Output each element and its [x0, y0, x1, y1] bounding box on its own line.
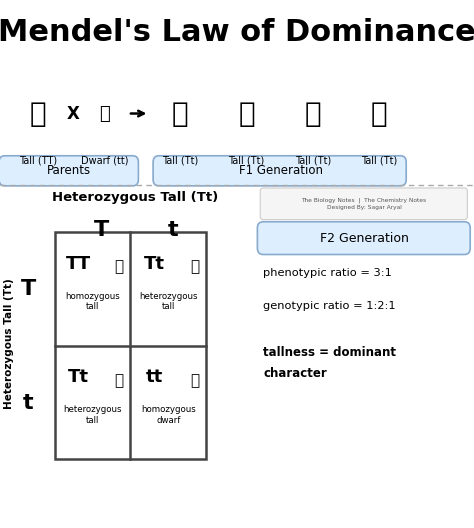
- Text: dwarf: dwarf: [156, 416, 181, 425]
- Text: 🌱: 🌱: [304, 99, 321, 128]
- Text: TT: TT: [65, 254, 91, 273]
- Text: genotypic ratio = 1:2:1: genotypic ratio = 1:2:1: [263, 301, 396, 311]
- Text: 🌱: 🌱: [172, 99, 189, 128]
- Text: tall: tall: [86, 416, 99, 425]
- Text: F1 Generation: F1 Generation: [238, 164, 323, 177]
- Text: tall: tall: [86, 302, 99, 312]
- Text: Dwarf (tt): Dwarf (tt): [81, 156, 128, 166]
- Text: heterozygous: heterozygous: [63, 406, 122, 414]
- Text: t: t: [23, 393, 34, 412]
- Text: F2 Generation: F2 Generation: [319, 232, 409, 244]
- Text: t: t: [168, 220, 178, 240]
- Text: T: T: [94, 220, 109, 240]
- Text: homozygous: homozygous: [141, 406, 196, 414]
- Text: The Biology Notes  |  The Chemistry Notes
Designed By: Sagar Aryal: The Biology Notes | The Chemistry Notes …: [301, 197, 427, 210]
- Bar: [55, 232, 206, 459]
- Text: Parents: Parents: [46, 164, 91, 177]
- Text: 🌱: 🌱: [190, 373, 199, 388]
- Text: Mendel's Law of Dominance: Mendel's Law of Dominance: [0, 18, 474, 48]
- Text: Tall (Tt): Tall (Tt): [162, 156, 198, 166]
- Text: character: character: [263, 367, 327, 380]
- Text: 🌱: 🌱: [29, 99, 46, 128]
- FancyBboxPatch shape: [257, 222, 470, 254]
- Text: T: T: [21, 279, 36, 299]
- FancyBboxPatch shape: [153, 156, 406, 186]
- Text: 🌱: 🌱: [238, 99, 255, 128]
- Text: Tall (Tt): Tall (Tt): [361, 156, 397, 166]
- Text: Tall (Tt): Tall (Tt): [295, 156, 331, 166]
- Text: Tall (TT): Tall (TT): [19, 156, 57, 166]
- Text: homozygous: homozygous: [65, 291, 120, 301]
- FancyBboxPatch shape: [260, 188, 467, 220]
- Text: X: X: [67, 105, 80, 122]
- Text: tallness = dominant: tallness = dominant: [263, 346, 396, 359]
- Text: 🌱: 🌱: [114, 373, 123, 388]
- Text: heterozygous: heterozygous: [139, 291, 198, 301]
- Text: tall: tall: [162, 302, 175, 312]
- Text: tt: tt: [146, 368, 163, 386]
- Text: phenotypic ratio = 3:1: phenotypic ratio = 3:1: [263, 268, 392, 278]
- FancyBboxPatch shape: [0, 156, 138, 186]
- Text: 🌱: 🌱: [114, 259, 123, 275]
- Text: 🌱: 🌱: [190, 259, 199, 275]
- Text: Heterozygous Tall (Tt): Heterozygous Tall (Tt): [52, 191, 218, 204]
- Text: Tt: Tt: [68, 368, 89, 386]
- Text: 🌱: 🌱: [99, 105, 109, 122]
- Text: Tt: Tt: [144, 254, 164, 273]
- Text: Heterozygous Tall (Tt): Heterozygous Tall (Tt): [3, 278, 14, 409]
- Text: Tall (Tt): Tall (Tt): [228, 156, 264, 166]
- Text: 🌱: 🌱: [371, 99, 388, 128]
